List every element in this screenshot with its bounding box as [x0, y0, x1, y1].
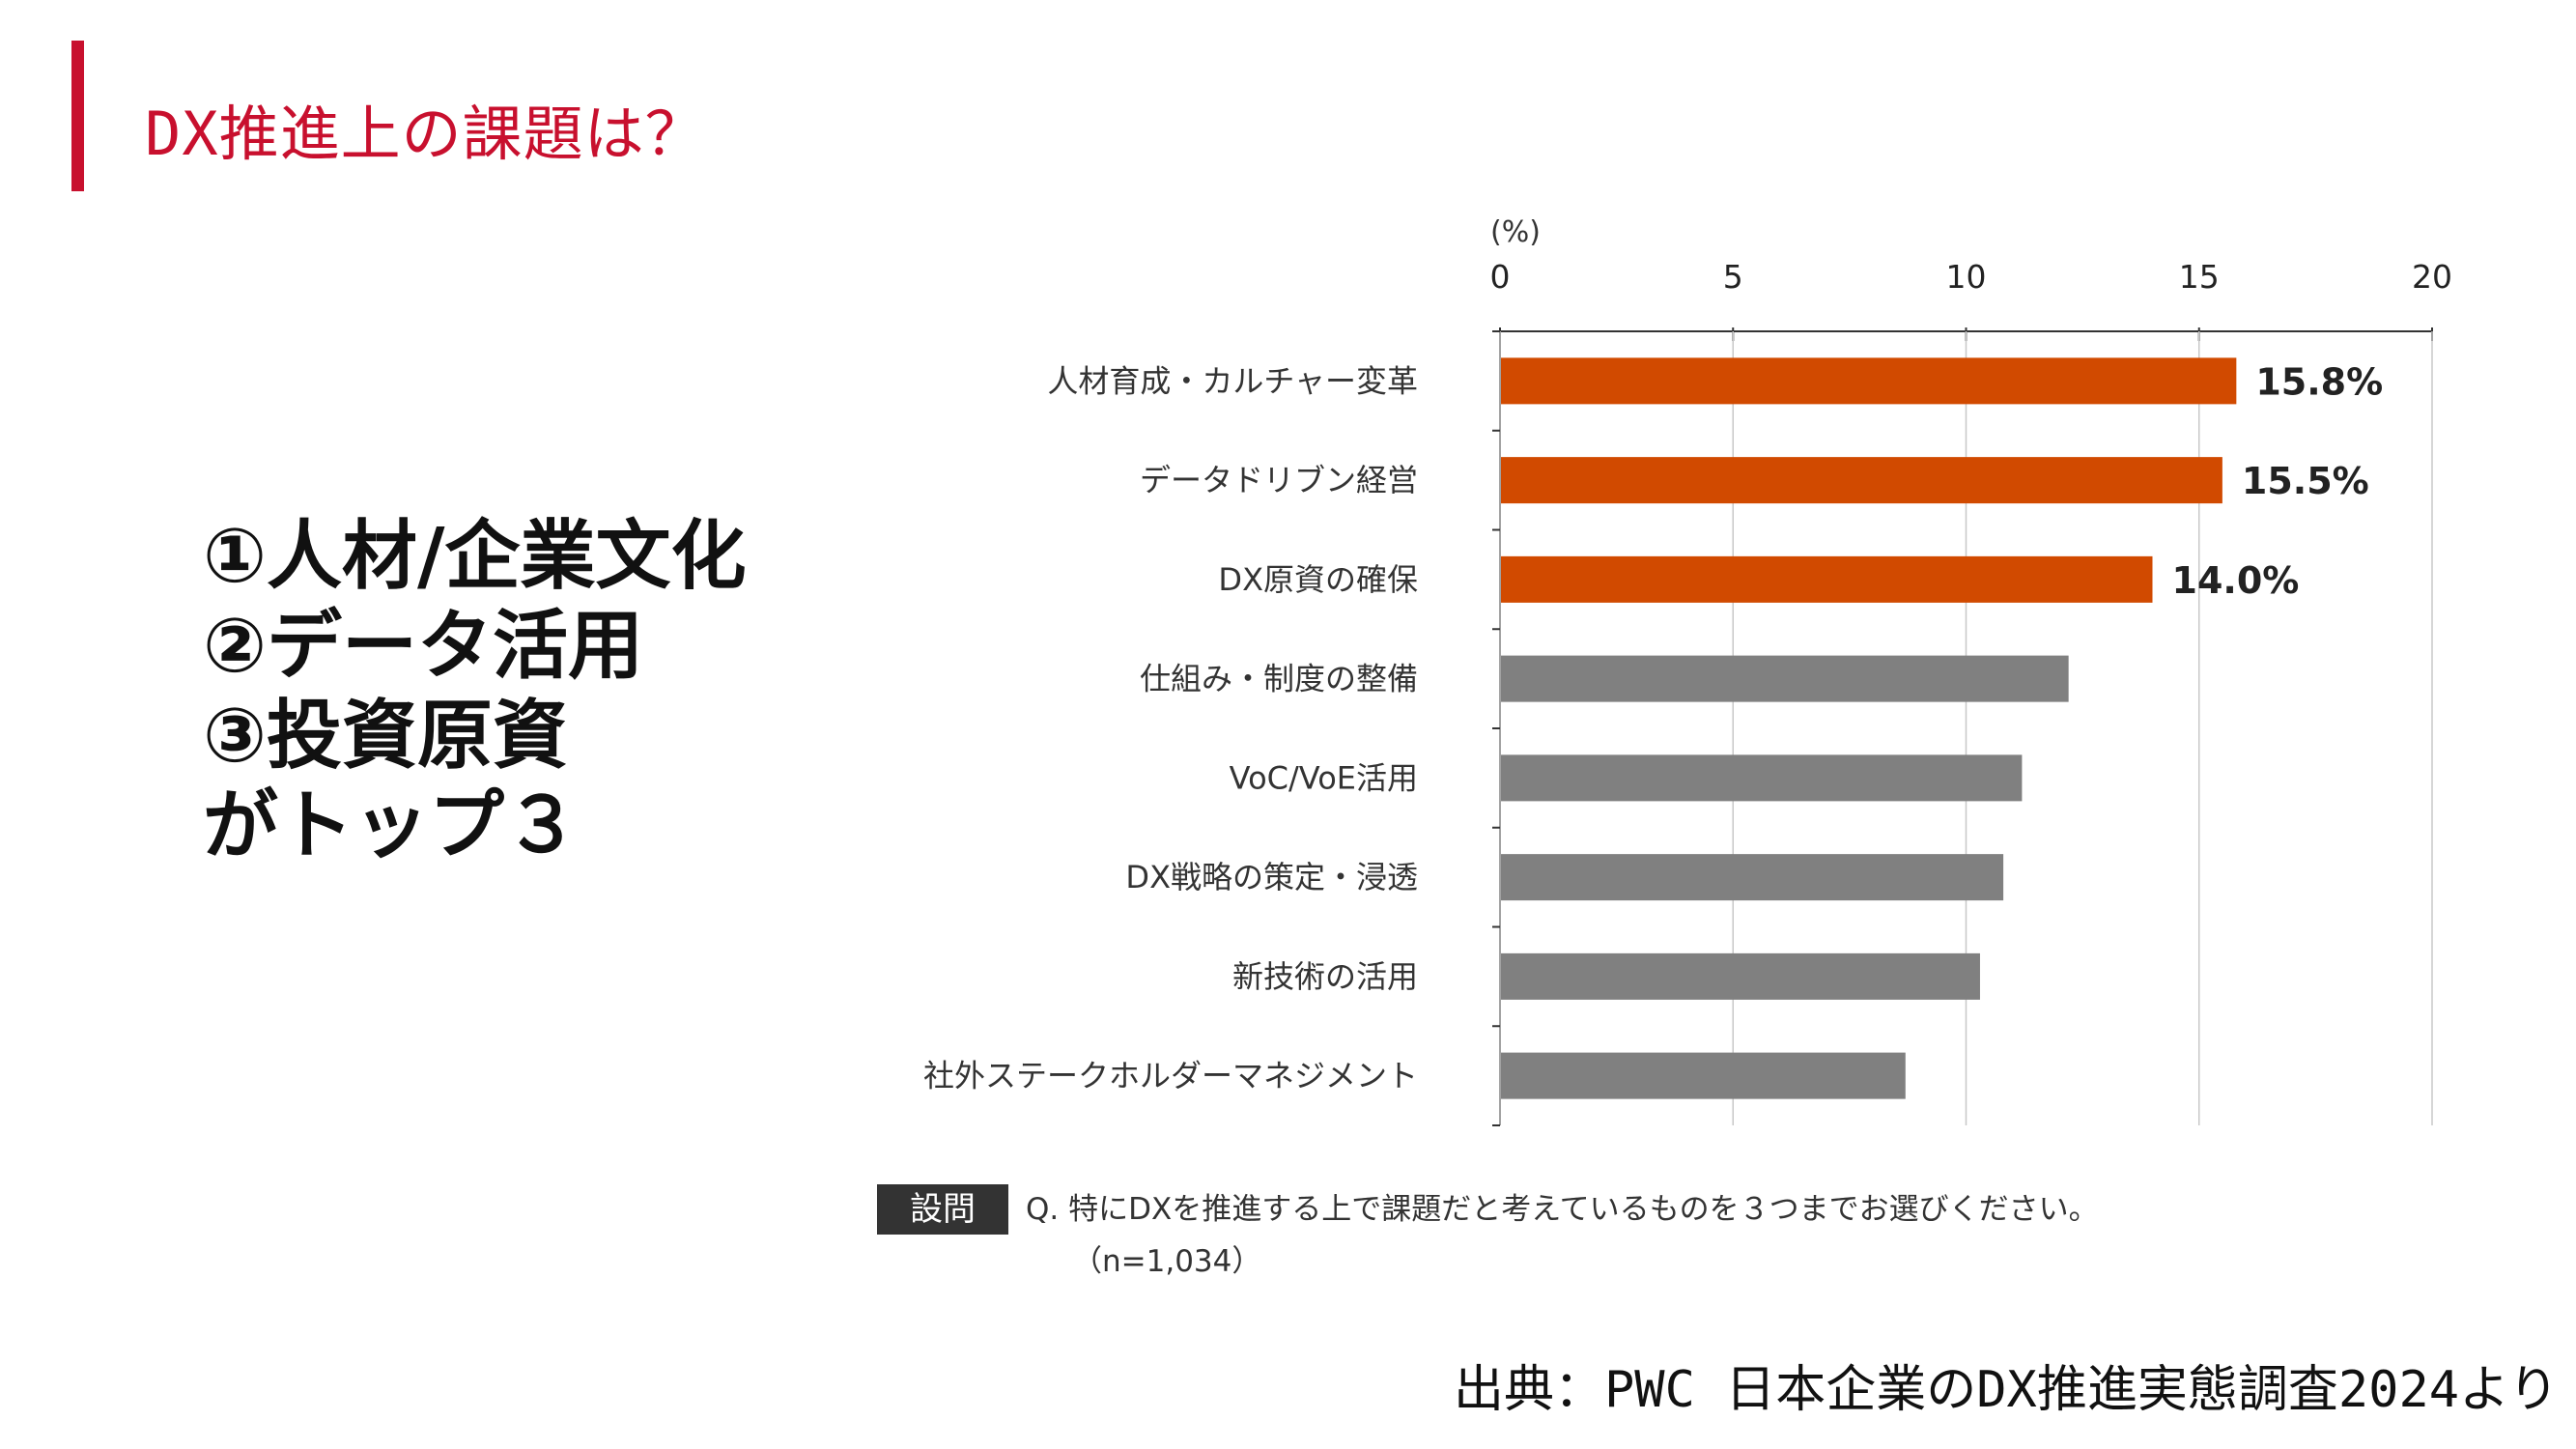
- bar: [1501, 854, 2004, 901]
- source-citation: 出典：PWC 日本企業のDX推進実態調査2024より: [1454, 1361, 2560, 1419]
- data-label: 15.8%: [2255, 360, 2383, 403]
- category-label: データドリブン経営: [1140, 462, 1418, 498]
- x-tick-label: 5: [1723, 258, 1743, 296]
- bar: [1501, 655, 2069, 702]
- data-label: 14.0%: [2172, 559, 2300, 602]
- category-label: DX原資の確保: [1218, 561, 1418, 598]
- question-text: Q. 特にDXを推進する上で課題だと考えているものを３つまでお選びください。: [1026, 1192, 2099, 1227]
- axis-unit-label: (%): [1490, 215, 1541, 249]
- bar: [1501, 555, 2153, 603]
- bar: [1501, 1052, 1906, 1099]
- summary-line-3: ③投資原資: [203, 693, 569, 780]
- category-label: 仕組み・制度の整備: [1140, 661, 1418, 697]
- summary-list: ①人材/企業文化 ②データ活用 ③投資原資 がトップ３: [203, 512, 747, 871]
- category-label: VoC/VoE活用: [1230, 759, 1418, 796]
- bar: [1501, 952, 1980, 1000]
- category-label: 新技術の活用: [1232, 958, 1418, 995]
- category-label: DX戦略の策定・浸透: [1125, 859, 1418, 895]
- x-tick-label: 15: [2179, 258, 2220, 296]
- category-label: 人材育成・カルチャー変革: [1047, 362, 1418, 399]
- question-sample-size: （n=1,034）: [1072, 1244, 1262, 1279]
- bar: [1501, 754, 2023, 802]
- bar: [1501, 457, 2222, 504]
- question-tag: 設問: [877, 1184, 1008, 1235]
- x-tick-label: 20: [2412, 258, 2452, 296]
- bar: [1501, 357, 2237, 405]
- summary-line-4: がトップ３: [203, 782, 580, 869]
- x-tick-label: 10: [1946, 258, 1987, 296]
- data-label: 15.5%: [2242, 460, 2369, 502]
- title-accent-bar: [71, 41, 84, 191]
- summary-line-1: ①人材/企業文化: [203, 513, 747, 600]
- x-tick-label: 0: [1490, 258, 1511, 296]
- category-label: 社外ステークホルダーマネジメント: [923, 1058, 1418, 1094]
- slide-title: DX推進上の課題は？: [145, 99, 706, 169]
- summary-line-2: ②データ活用: [203, 603, 644, 690]
